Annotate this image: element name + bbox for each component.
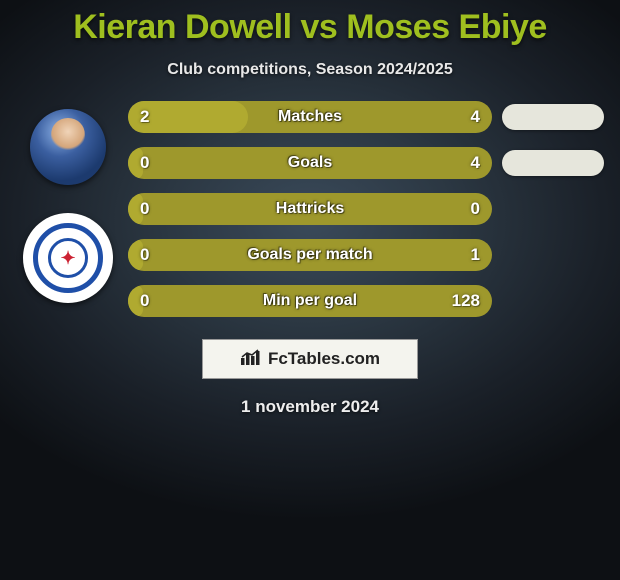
chart-icon <box>240 348 262 371</box>
avatar-column: ✦ <box>8 101 128 317</box>
player2-avatar: ✦ <box>23 213 113 303</box>
pill-spacer <box>502 288 604 314</box>
stat-left-value: 0 <box>140 153 149 173</box>
source-logo: FcTables.com <box>202 339 418 379</box>
stat-bar: 0 128 Min per goal <box>128 285 492 317</box>
stat-left-value: 0 <box>140 245 149 265</box>
logo-text: FcTables.com <box>268 349 380 369</box>
pill-spacer <box>502 196 604 222</box>
stat-bar: 0 4 Goals <box>128 147 492 179</box>
date-label: 1 november 2024 <box>0 397 620 417</box>
stat-pill <box>502 104 604 130</box>
stat-bar: 2 4 Matches <box>128 101 492 133</box>
comparison-block: ✦ 2 4 Matches 0 4 Goals 0 0 Hattricks 0 1 Goals per… <box>0 101 620 317</box>
stat-pill <box>502 150 604 176</box>
stat-row: 0 128 Min per goal <box>128 285 604 317</box>
stat-right-value: 4 <box>471 107 480 127</box>
stat-right-value: 128 <box>452 291 480 311</box>
stat-bar: 0 1 Goals per match <box>128 239 492 271</box>
stat-label: Min per goal <box>263 292 357 310</box>
stat-left-value: 2 <box>140 107 149 127</box>
stat-left-value: 0 <box>140 199 149 219</box>
stat-right-value: 0 <box>471 199 480 219</box>
stat-row: 0 0 Hattricks <box>128 193 604 225</box>
stat-label: Goals per match <box>247 246 372 264</box>
stat-left-value: 0 <box>140 291 149 311</box>
stats-bars: 2 4 Matches 0 4 Goals 0 0 Hattricks 0 1 Goals per m… <box>128 101 612 317</box>
stat-right-value: 1 <box>471 245 480 265</box>
stat-row: 2 4 Matches <box>128 101 604 133</box>
crest-lion-icon: ✦ <box>48 238 88 278</box>
club-crest: ✦ <box>33 223 103 293</box>
subtitle: Club competitions, Season 2024/2025 <box>0 61 620 79</box>
stat-row: 0 1 Goals per match <box>128 239 604 271</box>
player1-avatar <box>30 109 106 185</box>
stat-right-value: 4 <box>471 153 480 173</box>
pill-spacer <box>502 242 604 268</box>
stat-row: 0 4 Goals <box>128 147 604 179</box>
stat-label: Hattricks <box>276 200 344 218</box>
page-title: Kieran Dowell vs Moses Ebiye <box>0 0 620 47</box>
stat-label: Goals <box>288 154 332 172</box>
stat-label: Matches <box>278 108 342 126</box>
stat-bar: 0 0 Hattricks <box>128 193 492 225</box>
